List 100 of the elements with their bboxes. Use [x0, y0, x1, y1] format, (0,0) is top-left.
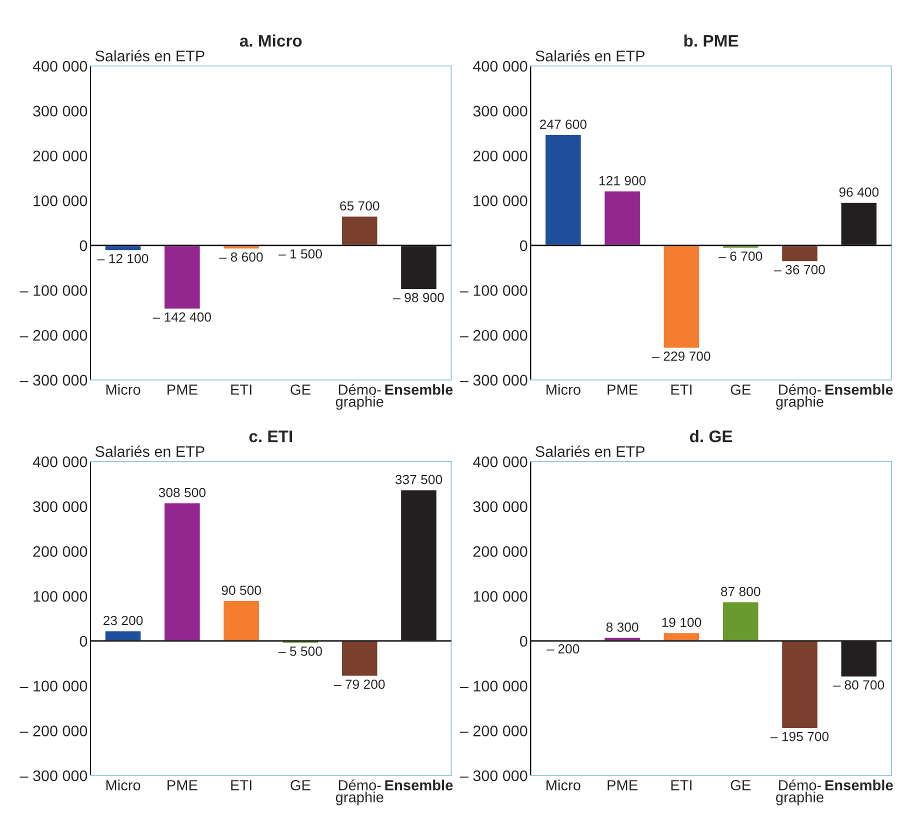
- data-label: 87 800: [721, 586, 760, 596]
- x-tick-label: GE: [290, 384, 310, 395]
- x-tick-label: Ensemble: [385, 780, 453, 790]
- data-label: – 1 500: [278, 249, 322, 259]
- y-tick-label: – 200 000: [460, 330, 528, 341]
- data-label: 8 300: [606, 622, 638, 632]
- data-label: 308 500: [158, 488, 206, 498]
- y-tick-label: 200 000: [33, 546, 88, 557]
- y-tick-label: – 100 000: [20, 680, 88, 692]
- y-tick-label: 300 000: [33, 501, 88, 512]
- y-tick-label: 0: [80, 240, 88, 252]
- y-tick-label: 200 000: [473, 546, 528, 557]
- data-label: 90 500: [222, 586, 261, 595]
- bar: [662, 632, 700, 642]
- y-tick-label: 300 000: [33, 106, 88, 117]
- bar: [544, 134, 582, 246]
- y-tick-label: – 100 000: [460, 285, 528, 296]
- y-tick-label: 300 000: [473, 501, 528, 512]
- y-tick-label: 0: [80, 636, 88, 647]
- data-label: 337 500: [395, 474, 442, 484]
- y-tick-label: 400 000: [473, 456, 528, 468]
- x-tick-label: GE: [730, 780, 751, 790]
- y-tick-label: – 200 000: [460, 726, 528, 736]
- x-tick-label: PME: [168, 384, 198, 395]
- chart-title: a. Micro: [240, 34, 302, 47]
- chart-title: c. ETI: [249, 430, 292, 442]
- x-tick-label: ETI: [671, 384, 692, 395]
- data-label: – 79 200: [334, 680, 385, 689]
- chart-title: d. GE: [690, 430, 732, 442]
- x-tick-label: GE: [730, 384, 751, 395]
- x-tick-label: Ensemble: [825, 384, 893, 395]
- data-label: – 229 700: [652, 352, 710, 361]
- x-tick-label: ETI: [671, 780, 692, 790]
- data-label: 19 100: [662, 618, 702, 628]
- data-label: – 36 700: [774, 264, 825, 274]
- y-axis-title: Salariés en ETP: [95, 446, 204, 457]
- x-tick-label: Démo- graphie: [336, 779, 384, 806]
- y-tick-label: 400 000: [32, 456, 88, 468]
- data-label: – 6 700: [718, 252, 762, 261]
- y-tick-label: 100 000: [34, 195, 88, 206]
- y-tick-label: – 200 000: [20, 330, 88, 341]
- x-tick-label: Ensemble: [385, 384, 453, 395]
- y-tick-label: 0: [520, 636, 528, 647]
- y-tick-label: 0: [520, 240, 528, 252]
- x-tick-label: GE: [290, 780, 310, 790]
- bar: [722, 600, 760, 642]
- bar: [780, 640, 819, 730]
- y-tick-label: 400 000: [473, 60, 528, 72]
- data-label: – 5 500: [278, 646, 322, 656]
- chart-title: b. PME: [684, 34, 738, 47]
- x-tick-label: PME: [168, 780, 198, 790]
- data-label: 121 900: [599, 176, 646, 186]
- bar: [780, 244, 819, 263]
- data-label: 96 400: [839, 187, 879, 197]
- y-tick-label: 400 000: [32, 60, 88, 72]
- x-tick-label: ETI: [231, 384, 252, 395]
- y-axis-title: Salariés en ETP: [536, 50, 644, 62]
- bar: [340, 640, 379, 678]
- bar: [400, 488, 438, 642]
- data-label: – 80 700: [833, 680, 884, 690]
- bar: [662, 244, 700, 350]
- data-label: 65 700: [340, 201, 380, 211]
- x-tick-label: Démo- graphie: [776, 779, 824, 806]
- y-tick-label: – 300 000: [460, 770, 528, 782]
- y-tick-label: – 300 000: [20, 770, 88, 782]
- bar: [163, 502, 202, 642]
- x-tick-label: Démo- graphie: [336, 384, 384, 410]
- data-label: – 195 700: [770, 732, 829, 742]
- y-tick-label: 100 000: [474, 195, 528, 206]
- y-tick-label: – 300 000: [460, 374, 528, 386]
- data-label: – 12 100: [97, 254, 148, 264]
- x-tick-label: Micro: [106, 384, 140, 395]
- y-tick-label: – 100 000: [460, 680, 528, 692]
- data-label: 23 200: [104, 616, 143, 626]
- y-tick-label: – 200 000: [20, 726, 88, 736]
- bar: [222, 600, 260, 642]
- data-label: – 98 900: [393, 292, 444, 302]
- y-tick-label: – 100 000: [20, 285, 88, 296]
- bar: [840, 201, 878, 246]
- y-tick-label: 100 000: [474, 590, 528, 602]
- data-label: – 142 400: [152, 312, 212, 322]
- bar: [840, 640, 878, 678]
- data-label: – 200: [546, 644, 580, 654]
- y-axis-title: Salariés en ETP: [536, 446, 644, 457]
- y-axis-title: Salariés en ETP: [95, 50, 204, 62]
- x-tick-label: PME: [608, 384, 638, 395]
- x-tick-label: Ensemble: [825, 780, 893, 790]
- y-tick-label: – 300 000: [20, 374, 88, 386]
- x-tick-label: Micro: [546, 780, 580, 790]
- x-tick-label: Démo- graphie: [776, 384, 824, 410]
- x-tick-label: ETI: [231, 780, 252, 790]
- data-label: – 8 600: [219, 252, 263, 262]
- x-tick-label: Micro: [546, 384, 580, 395]
- bar: [603, 190, 642, 246]
- x-tick-label: PME: [608, 780, 638, 790]
- x-tick-label: Micro: [106, 780, 140, 790]
- y-tick-label: 200 000: [33, 150, 88, 162]
- y-tick-label: 300 000: [473, 106, 528, 117]
- data-label: 247 600: [540, 120, 587, 129]
- y-tick-label: 100 000: [34, 590, 88, 602]
